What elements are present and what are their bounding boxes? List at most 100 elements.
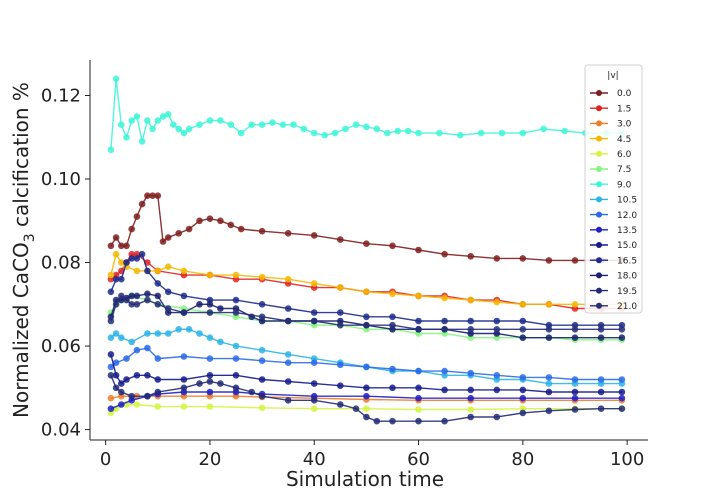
data-point [154, 355, 162, 362]
data-point [519, 255, 527, 262]
data-point [118, 275, 125, 283]
legend-entry: 3.0 [590, 120, 632, 130]
data-point [545, 388, 553, 396]
x-tick-label: 80 [511, 449, 534, 470]
data-point [284, 275, 292, 283]
x-tick-label: 0 [100, 449, 111, 470]
data-point [133, 255, 141, 262]
legend-label: 9.0 [617, 180, 632, 190]
data-point [128, 338, 135, 346]
data-point [180, 267, 188, 275]
legend-entry: 16.5 [590, 256, 637, 266]
legend-label: 1.5 [617, 104, 631, 114]
legend-entry: 13.5 [590, 226, 637, 236]
data-point [597, 326, 605, 333]
legend-marker [596, 196, 602, 203]
data-point [467, 394, 475, 402]
data-point [279, 121, 287, 128]
data-point [519, 334, 527, 342]
data-point [415, 384, 422, 392]
data-point [352, 121, 360, 128]
data-point [107, 334, 115, 342]
data-point [164, 263, 172, 271]
data-point [217, 117, 224, 124]
x-tick-label: 20 [198, 449, 221, 470]
data-point [415, 326, 422, 333]
data-point [571, 334, 579, 342]
data-point [597, 334, 605, 342]
data-point [164, 330, 172, 337]
data-point [467, 369, 475, 377]
legend-label: 3.0 [617, 120, 632, 130]
data-point [571, 376, 579, 383]
data-point [389, 365, 396, 373]
x-tick-label: 100 [610, 449, 644, 470]
series-layer [107, 75, 626, 425]
x-ticks: 0 20 40 60 80 100 [100, 440, 644, 470]
data-point [107, 372, 115, 379]
data-point [196, 217, 203, 225]
data-point [123, 355, 130, 362]
data-point [571, 388, 579, 396]
data-point [310, 359, 318, 367]
data-point [597, 376, 605, 383]
data-point [477, 129, 485, 137]
data-point [128, 292, 135, 300]
data-point [232, 309, 240, 316]
data-point [404, 127, 412, 135]
legend-entry: 21.0 [590, 302, 637, 312]
legend-entry: 19.5 [590, 287, 637, 297]
data-point [363, 313, 370, 321]
legend-entry: 0.0 [590, 89, 632, 99]
data-point [618, 376, 626, 383]
legend-marker [596, 120, 602, 127]
y-axis-label-subscript: 3 [22, 233, 38, 242]
data-point [206, 388, 214, 396]
data-point [107, 288, 115, 296]
data-point [618, 388, 626, 396]
data-point [300, 125, 308, 133]
data-point [571, 257, 579, 264]
data-point [138, 138, 146, 145]
data-point [258, 404, 266, 412]
data-point [467, 386, 475, 394]
data-point [144, 267, 151, 275]
data-point [138, 250, 146, 258]
data-point [144, 372, 151, 379]
data-point [118, 242, 125, 250]
data-point [441, 317, 448, 325]
legend-label: 10.5 [617, 196, 637, 206]
data-point [394, 127, 402, 135]
data-point [337, 401, 344, 408]
data-point [258, 301, 266, 308]
data-point [284, 305, 292, 312]
data-point [112, 301, 120, 308]
data-point [118, 401, 125, 408]
legend-label: 4.5 [617, 135, 631, 145]
y-tick-label: 0.08 [41, 253, 81, 274]
legend-marker [596, 150, 602, 157]
data-point [112, 372, 120, 379]
data-point [133, 401, 141, 408]
data-point [154, 117, 162, 124]
data-point [269, 119, 276, 126]
data-point [415, 246, 422, 254]
data-point [519, 326, 527, 333]
legend-entry: 10.5 [590, 196, 637, 206]
data-point [107, 271, 115, 279]
data-point [206, 372, 214, 379]
y-axis-label-suffix: calcification % [9, 82, 33, 233]
series-0-0 [107, 192, 626, 264]
data-point [164, 234, 172, 241]
series-21-0 [107, 292, 626, 333]
data-point [144, 344, 151, 352]
data-point [352, 405, 360, 413]
axes: 0 20 40 60 80 100 0.04 0.06 0.08 0.10 0.12 Simula… [9, 60, 648, 491]
data-point [258, 273, 266, 281]
data-point [185, 326, 193, 333]
data-point [415, 317, 422, 325]
data-point [237, 225, 245, 233]
y-tick-label: 0.12 [41, 85, 81, 106]
data-point [493, 326, 501, 333]
data-point [337, 284, 344, 291]
